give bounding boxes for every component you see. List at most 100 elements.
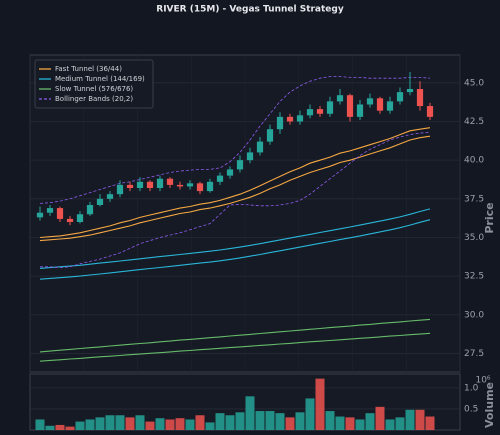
candle-body [56,208,64,219]
volume-bar [285,417,295,430]
candle-body [146,181,154,188]
volume-bar [85,419,95,430]
volume-bar [175,418,185,430]
candle-body [246,152,254,161]
volume-bar [245,396,255,430]
candle-body [376,98,384,111]
candle-body [226,169,234,176]
volume-bar [355,419,365,430]
band-line [39,127,431,239]
volume-bar [415,409,425,430]
candle-body [106,194,114,199]
candle-body [356,104,364,117]
volume-bar [155,418,165,430]
candle-body [236,160,244,170]
y-tick-label: 32.5 [464,272,484,282]
y-tick-label: 42.5 [464,117,484,127]
volume-tick-label: 0.5 [464,404,478,414]
candle-body [256,141,264,153]
y-tick-label: 40.0 [464,156,484,166]
legend-label: Slow Tunnel (576/676) [55,85,133,93]
legend-label: Medium Tunnel (144/169) [55,75,145,83]
band-line [40,131,431,269]
volume-tick-label: 1.0 [464,383,479,393]
band-line [39,135,431,242]
candle-body [76,214,84,223]
y-tick-label: 35.0 [464,233,484,243]
volume-bar [35,419,45,430]
volume-bar [425,416,435,430]
volume-bar [235,412,245,430]
volume-bar [385,419,395,430]
volume-bar [375,406,385,430]
candle-body [336,95,344,102]
band-line [39,318,431,353]
volume-bar [395,417,405,430]
volume-bar [265,411,275,430]
legend-box [34,59,154,109]
candle-body [366,98,374,105]
candle-body [386,101,394,111]
volume-bar [325,411,335,430]
volume-bar [305,398,315,430]
band-line [39,208,431,269]
band-line [39,76,431,204]
candle-body [86,204,94,215]
candle-body [296,115,304,122]
candle-body [396,92,404,102]
legend-label: Bollinger Bands (20,2) [55,95,133,103]
band-line [39,332,431,362]
chart-title: RIVER (15M) - Vegas Tunnel Strategy [156,5,344,15]
candle-body [136,181,144,188]
candle-body [426,106,434,117]
candle-body [116,184,124,195]
volume-bar [345,417,355,430]
candle-body [216,175,224,182]
volume-bar [125,417,135,430]
volume-offset-label: 10⁶ [475,376,490,386]
y-tick-label: 37.5 [464,194,484,204]
volume-bar [65,426,75,430]
candle-body [66,218,74,223]
candle-body [416,89,424,107]
volume-bar [275,413,285,430]
candle-body [36,212,44,218]
volume-bar [335,416,345,430]
legend: Fast Tunnel (36/44) Medium Tunnel (144/16… [34,59,154,109]
legend-label: Fast Tunnel (36/44) [55,65,122,73]
volume-bar [365,413,375,430]
y-tick-label: 27.5 [464,349,484,359]
y-axis-label: Price [483,202,496,233]
volume-bar [315,378,325,430]
volume-bar [205,422,215,430]
candle-body [126,184,134,188]
volume-bar [95,417,105,430]
candle-body [276,116,284,130]
candle-body [306,109,314,116]
volume-bar [225,415,235,430]
volume-bar [195,415,205,430]
volume-bar [115,415,125,430]
volume-bar [135,415,145,430]
candle-body [96,198,104,205]
volume-bar [75,421,85,430]
volume-bar [55,424,65,430]
candle-body [316,109,324,114]
volume-bar [145,421,155,430]
candle-body [166,178,174,185]
candle-body [406,89,414,93]
candle-body [186,183,194,187]
candle-body [46,208,54,213]
candle-body [196,183,204,192]
candle-body [346,95,354,117]
y-tick-label: 45.0 [464,78,484,88]
candle-body [266,129,274,142]
band-line [39,219,431,280]
y-tick-label: 30.0 [464,310,484,320]
candle-body [156,178,164,188]
volume-bar [295,412,305,430]
candle-body [286,116,294,122]
volume-bar [165,419,175,430]
volume-bar [45,425,55,430]
